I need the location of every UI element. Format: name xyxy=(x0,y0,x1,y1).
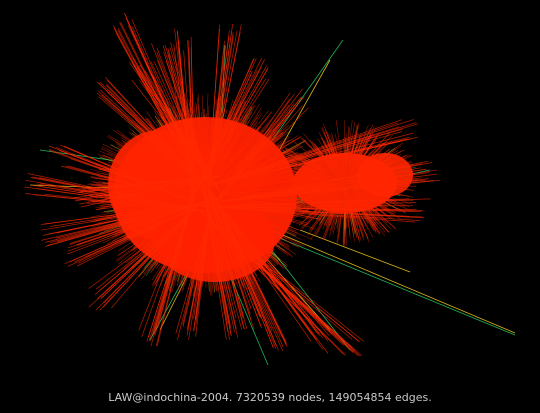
tendril-edge xyxy=(67,197,217,267)
tendril-edge xyxy=(44,203,195,248)
tendril-edge xyxy=(219,168,426,203)
tendril-edge xyxy=(208,98,291,212)
tendril-edge xyxy=(219,169,437,203)
tendril-edge xyxy=(201,179,237,319)
tendril-edge xyxy=(68,165,188,200)
tendril-edge xyxy=(208,107,309,212)
tendril-edge xyxy=(197,178,324,336)
tendril-edge xyxy=(175,212,211,334)
tendril-edge xyxy=(201,179,232,329)
tendril-edge xyxy=(197,178,332,335)
short-edge xyxy=(337,208,343,245)
tendril-edge xyxy=(207,188,252,309)
short-edge xyxy=(354,207,370,243)
tendril-edge xyxy=(219,167,421,203)
tendril-edge xyxy=(208,105,303,212)
tendril-edge xyxy=(50,203,195,243)
tendril-edge xyxy=(139,80,223,196)
long-edge xyxy=(259,234,351,351)
tendril-edge xyxy=(201,179,244,319)
short-edge xyxy=(335,120,342,158)
tendril-edge xyxy=(198,198,410,207)
tendril-edge xyxy=(219,173,437,203)
tendril-edge xyxy=(182,212,211,328)
tendril-edge xyxy=(76,197,217,267)
tendril-edge xyxy=(88,210,195,289)
tendril-edge xyxy=(198,205,414,207)
tendril-edge xyxy=(186,212,211,331)
tendril-edge xyxy=(207,188,251,315)
tendril-edge xyxy=(66,152,188,200)
tendril-edge xyxy=(219,163,423,203)
tendril-edge xyxy=(150,61,209,184)
tendril-edge xyxy=(193,212,211,332)
tendril-edge xyxy=(198,205,416,223)
tendril-edge xyxy=(193,73,252,197)
tendril-edge xyxy=(59,144,188,200)
tendril-edge xyxy=(75,175,223,190)
tendril-edge xyxy=(201,179,243,330)
tendril-edge xyxy=(144,70,223,196)
tendril-edge xyxy=(208,92,291,212)
tendril-edge xyxy=(43,203,195,225)
tendril-edge xyxy=(208,108,292,212)
tendril-edge xyxy=(73,175,223,199)
peripheral-tendrils xyxy=(24,12,440,357)
tendril-edge xyxy=(154,179,198,330)
tendril-edge xyxy=(50,203,195,227)
tendril-edge xyxy=(138,179,198,331)
tendril-edge xyxy=(96,175,223,211)
tendril-edge xyxy=(195,207,347,356)
tendril-edge xyxy=(102,210,195,308)
short-edge xyxy=(310,206,332,240)
tendril-edge xyxy=(207,188,248,329)
tendril-edge xyxy=(80,175,223,208)
graph-caption: LAW@indochina-2004. 7320539 nodes, 14905… xyxy=(108,391,432,404)
long-edge xyxy=(259,229,516,336)
tendril-edge xyxy=(111,210,195,309)
tendril-edge xyxy=(198,202,417,207)
tendril-edge xyxy=(74,175,223,202)
tendril-edge xyxy=(210,188,274,348)
long-edge xyxy=(299,229,411,273)
tendril-edge xyxy=(94,210,195,295)
tendril-edge xyxy=(141,179,198,338)
tendril-edge xyxy=(101,210,195,298)
tendril-edge xyxy=(77,197,217,246)
tendril-edge xyxy=(188,212,211,340)
tendril-edge xyxy=(129,61,223,196)
tendril-edge xyxy=(40,203,195,231)
tendril-edge xyxy=(79,175,223,205)
tendril-edge xyxy=(207,188,262,327)
tendril-edge xyxy=(207,188,263,310)
tendril-edge xyxy=(207,188,245,329)
tendril-edge xyxy=(57,203,195,234)
tendril-edge xyxy=(95,210,195,290)
tendril-edge xyxy=(219,180,435,203)
tendril-edge xyxy=(131,79,223,196)
tendril-edge xyxy=(207,30,238,193)
tendril-edge xyxy=(207,188,261,317)
short-edge xyxy=(345,208,347,246)
tendril-edge xyxy=(146,64,223,196)
tendril-edge xyxy=(144,80,223,196)
tendril-edge xyxy=(201,179,237,330)
tendril-edge xyxy=(208,88,303,212)
tendril-edge xyxy=(80,175,223,193)
tendril-edge xyxy=(198,205,425,219)
tendril-edge xyxy=(219,178,429,203)
tendril-edge xyxy=(198,205,417,210)
network-graph-visualization xyxy=(24,12,516,366)
tendril-edge xyxy=(147,179,198,338)
tendril-edge xyxy=(201,179,229,333)
tendril-edge xyxy=(156,179,198,347)
